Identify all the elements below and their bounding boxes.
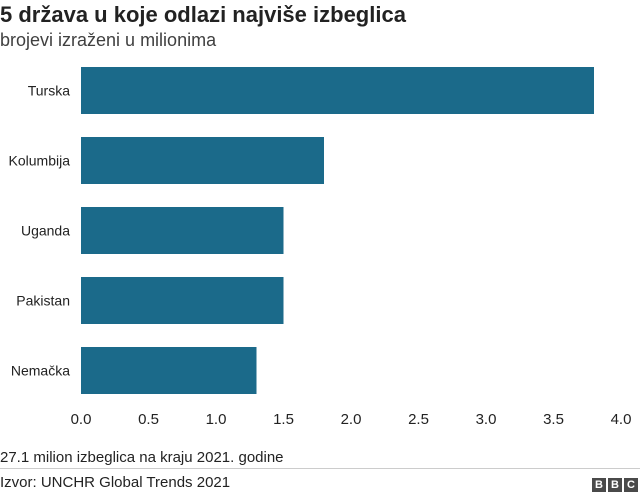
source-text: Izvor: UNCHR Global Trends 2021 bbox=[0, 474, 231, 491]
category-label: Kolumbija bbox=[9, 153, 71, 169]
x-tick-label: 1.5 bbox=[273, 411, 294, 428]
category-label: Turska bbox=[28, 83, 70, 99]
category-label: Pakistan bbox=[16, 293, 70, 309]
x-tick-label: 3.5 bbox=[543, 411, 564, 428]
x-tick-label: 1.0 bbox=[206, 411, 227, 428]
logo-letter-b1: B bbox=[592, 478, 606, 492]
x-tick-label: 0.0 bbox=[71, 411, 92, 428]
footnote: 27.1 milion izbeglica na kraju 2021. god… bbox=[0, 449, 284, 466]
bar-pakistan bbox=[81, 277, 284, 324]
bar-uganda bbox=[81, 207, 284, 254]
bar-turska bbox=[81, 67, 594, 114]
x-tick-label: 2.5 bbox=[408, 411, 429, 428]
bbc-logo: B B C bbox=[592, 478, 638, 492]
logo-letter-c: C bbox=[624, 478, 638, 492]
x-tick-label: 2.0 bbox=[341, 411, 362, 428]
chart-title: 5 država u koje odlazi najviše izbeglica bbox=[0, 2, 406, 27]
logo-letter-b2: B bbox=[608, 478, 622, 492]
category-label: Nemačka bbox=[11, 363, 70, 379]
x-tick-label: 3.0 bbox=[476, 411, 497, 428]
footer-divider bbox=[0, 468, 640, 469]
category-label: Uganda bbox=[21, 223, 70, 239]
chart-subtitle: brojevi izraženi u milionima bbox=[0, 30, 217, 50]
x-tick-label: 0.5 bbox=[138, 411, 159, 428]
bar-chart: Turska Kolumbija Uganda Pakistan Nemačka 0.0 0… bbox=[9, 67, 632, 428]
bar-kolumbija bbox=[81, 137, 324, 184]
x-tick-label: 4.0 bbox=[611, 411, 632, 428]
bar-nemačka bbox=[81, 347, 257, 394]
